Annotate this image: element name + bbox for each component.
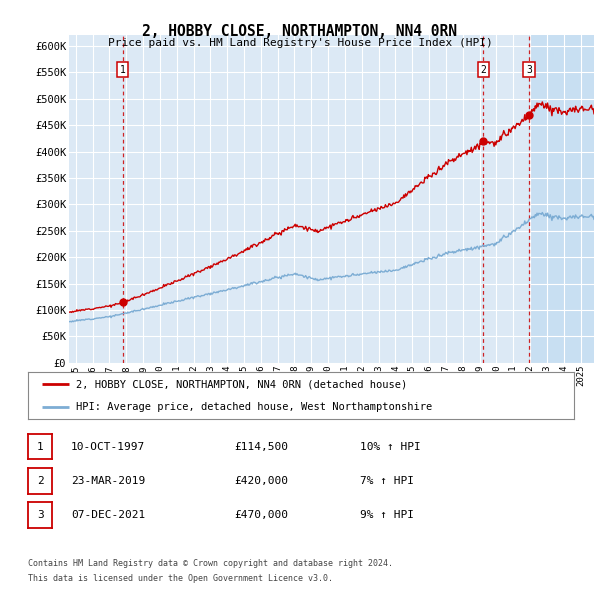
- Text: 10% ↑ HPI: 10% ↑ HPI: [360, 442, 421, 451]
- Text: 2, HOBBY CLOSE, NORTHAMPTON, NN4 0RN (detached house): 2, HOBBY CLOSE, NORTHAMPTON, NN4 0RN (de…: [76, 379, 407, 389]
- Text: 07-DEC-2021: 07-DEC-2021: [71, 510, 145, 520]
- Text: £470,000: £470,000: [234, 510, 288, 520]
- Text: 23-MAR-2019: 23-MAR-2019: [71, 476, 145, 486]
- Text: 2: 2: [481, 65, 487, 75]
- Text: 7% ↑ HPI: 7% ↑ HPI: [360, 476, 414, 486]
- Text: 3: 3: [37, 510, 44, 520]
- Text: £420,000: £420,000: [234, 476, 288, 486]
- Text: This data is licensed under the Open Government Licence v3.0.: This data is licensed under the Open Gov…: [28, 574, 333, 583]
- Text: Contains HM Land Registry data © Crown copyright and database right 2024.: Contains HM Land Registry data © Crown c…: [28, 559, 393, 568]
- Text: 2: 2: [37, 476, 44, 486]
- Text: 1: 1: [37, 442, 44, 451]
- Text: 1: 1: [119, 65, 125, 75]
- Bar: [529, 35, 594, 363]
- Text: HPI: Average price, detached house, West Northamptonshire: HPI: Average price, detached house, West…: [76, 402, 433, 412]
- Text: £114,500: £114,500: [234, 442, 288, 451]
- Text: 3: 3: [526, 65, 532, 75]
- Text: 2, HOBBY CLOSE, NORTHAMPTON, NN4 0RN: 2, HOBBY CLOSE, NORTHAMPTON, NN4 0RN: [143, 24, 458, 38]
- Text: 9% ↑ HPI: 9% ↑ HPI: [360, 510, 414, 520]
- Text: 10-OCT-1997: 10-OCT-1997: [71, 442, 145, 451]
- Text: Price paid vs. HM Land Registry's House Price Index (HPI): Price paid vs. HM Land Registry's House …: [107, 38, 493, 48]
